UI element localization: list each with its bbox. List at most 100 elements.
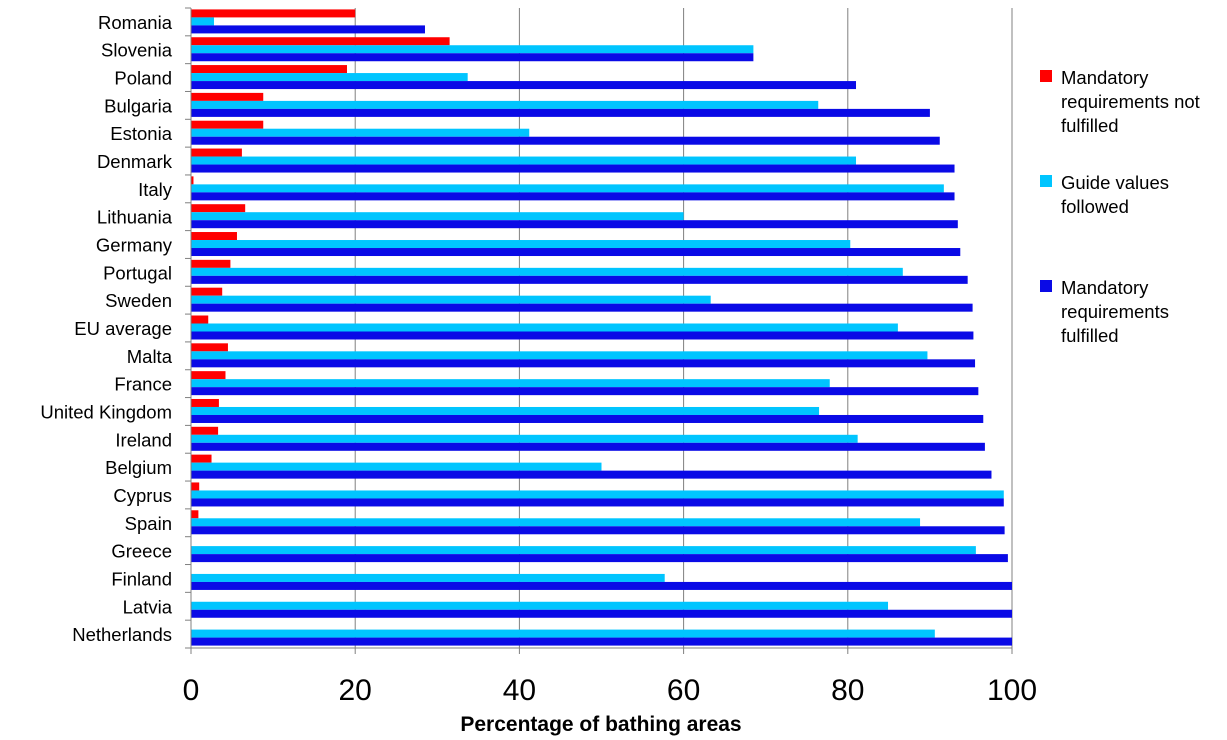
bars-group bbox=[191, 9, 1012, 646]
bar bbox=[191, 9, 356, 18]
x-tick-label: 20 bbox=[339, 674, 372, 707]
bar bbox=[191, 164, 955, 173]
axes bbox=[185, 7, 1013, 654]
bar bbox=[191, 387, 979, 396]
bar bbox=[191, 184, 944, 193]
bar bbox=[191, 248, 961, 257]
x-tick-labels: 0 20 40 60 80 100 bbox=[183, 674, 1037, 707]
bar bbox=[191, 470, 992, 479]
bar bbox=[191, 295, 711, 304]
category-label: Sweden bbox=[105, 290, 172, 311]
category-label: Belgium bbox=[105, 457, 172, 478]
bar bbox=[191, 204, 246, 213]
bar bbox=[191, 108, 930, 117]
bar bbox=[191, 259, 231, 268]
bar bbox=[191, 351, 928, 360]
legend-label: fulfilled bbox=[1061, 115, 1119, 136]
bar bbox=[191, 379, 830, 388]
category-label: Malta bbox=[127, 346, 173, 367]
category-label: Portugal bbox=[103, 262, 172, 283]
bar bbox=[191, 371, 226, 380]
bar bbox=[191, 426, 219, 435]
bar bbox=[191, 240, 851, 249]
category-label: Lithuania bbox=[97, 207, 173, 228]
bar bbox=[191, 573, 665, 582]
bar bbox=[191, 498, 1004, 507]
bar bbox=[191, 629, 935, 638]
x-tick-label: 60 bbox=[667, 674, 700, 707]
bar bbox=[191, 601, 889, 610]
bar bbox=[191, 192, 955, 201]
bar bbox=[191, 267, 903, 276]
bar bbox=[191, 45, 754, 54]
bar bbox=[191, 554, 1008, 563]
bar bbox=[191, 442, 985, 451]
category-label: Latvia bbox=[123, 596, 173, 617]
legend-label: fulfilled bbox=[1061, 325, 1119, 346]
category-label: Greece bbox=[111, 541, 172, 562]
bar bbox=[191, 73, 468, 82]
bar bbox=[191, 482, 200, 491]
bar bbox=[191, 323, 898, 332]
category-label: Estonia bbox=[110, 123, 172, 144]
category-label: Finland bbox=[111, 568, 172, 589]
bar bbox=[191, 156, 857, 165]
legend-label: requirements not bbox=[1061, 91, 1200, 112]
legend-label: Mandatory bbox=[1061, 277, 1149, 298]
category-label: France bbox=[114, 374, 172, 395]
bar bbox=[191, 120, 264, 129]
bar bbox=[191, 303, 973, 312]
category-label: Ireland bbox=[115, 429, 172, 450]
bar bbox=[191, 518, 921, 527]
bar bbox=[191, 275, 968, 284]
bar bbox=[191, 414, 984, 423]
legend-swatch bbox=[1040, 280, 1052, 292]
legend-label: Mandatory bbox=[1061, 67, 1149, 88]
bar bbox=[191, 637, 1012, 646]
bar bbox=[191, 406, 820, 415]
bar bbox=[191, 65, 347, 74]
bar bbox=[191, 331, 974, 340]
bar bbox=[191, 148, 242, 157]
category-label: Cyprus bbox=[113, 485, 172, 506]
bar bbox=[191, 581, 1012, 590]
bar bbox=[191, 136, 940, 145]
category-label: Poland bbox=[114, 68, 172, 89]
bar bbox=[191, 510, 199, 519]
category-label: Spain bbox=[125, 513, 172, 534]
bar bbox=[191, 546, 976, 555]
legend: Mandatory requirements not fulfilled Guide … bbox=[1040, 67, 1200, 346]
legend-label: requirements bbox=[1061, 301, 1169, 322]
x-axis-title: Percentage of bathing areas bbox=[460, 713, 741, 736]
category-label: Romania bbox=[98, 12, 173, 33]
bar bbox=[191, 25, 425, 34]
bar bbox=[191, 17, 214, 26]
bar bbox=[191, 359, 976, 368]
bar bbox=[191, 315, 209, 324]
bar bbox=[191, 128, 530, 137]
bar bbox=[191, 212, 684, 221]
bar bbox=[191, 462, 602, 471]
bar bbox=[191, 100, 819, 109]
category-labels: Romania Slovenia Poland Bulgaria Estonia Denm… bbox=[40, 12, 172, 645]
bar bbox=[191, 232, 237, 241]
bar bbox=[191, 343, 228, 352]
category-label: United Kingdom bbox=[40, 401, 172, 422]
legend-swatch bbox=[1040, 70, 1052, 82]
bar bbox=[191, 454, 212, 463]
legend-swatch bbox=[1040, 175, 1052, 187]
x-tick-label: 100 bbox=[987, 674, 1037, 707]
category-label: Bulgaria bbox=[104, 95, 173, 116]
bar bbox=[191, 37, 450, 46]
bar bbox=[191, 526, 1005, 535]
category-label: Slovenia bbox=[101, 40, 173, 61]
bar bbox=[191, 490, 1004, 499]
bar bbox=[191, 434, 858, 443]
category-label: Italy bbox=[138, 179, 173, 200]
bar bbox=[191, 398, 219, 407]
category-label: Netherlands bbox=[72, 624, 172, 645]
legend-label: followed bbox=[1061, 196, 1129, 217]
bar bbox=[191, 220, 958, 229]
x-tick-label: 0 bbox=[183, 674, 200, 707]
